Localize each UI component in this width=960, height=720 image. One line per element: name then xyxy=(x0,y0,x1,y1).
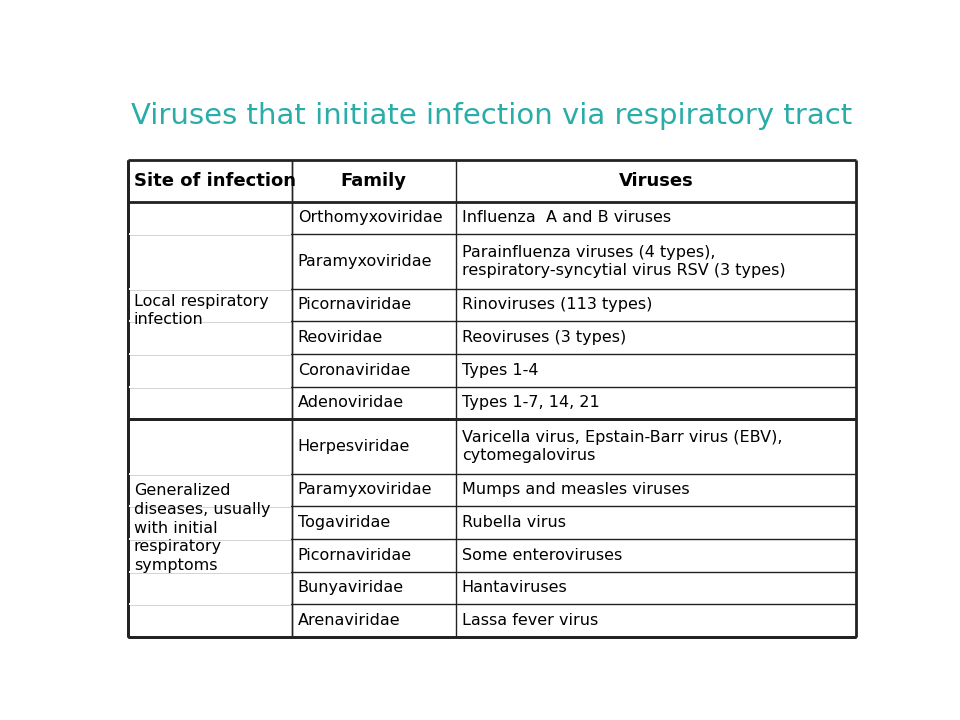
Text: Picornaviridae: Picornaviridae xyxy=(298,548,412,563)
Text: Reoviridae: Reoviridae xyxy=(298,330,383,345)
Text: Rubella virus: Rubella virus xyxy=(462,515,565,530)
Text: Viruses: Viruses xyxy=(618,171,693,189)
Text: Local respiratory
infection: Local respiratory infection xyxy=(134,294,269,327)
Text: Generalized
diseases, usually
with initial
respiratory
symptoms: Generalized diseases, usually with initi… xyxy=(134,483,271,573)
Text: Site of infection: Site of infection xyxy=(134,171,296,189)
Text: Adenoviridae: Adenoviridae xyxy=(298,395,404,410)
Text: Picornaviridae: Picornaviridae xyxy=(298,297,412,312)
Text: Viruses that initiate infection via respiratory tract: Viruses that initiate infection via resp… xyxy=(132,102,852,130)
Text: Paramyxoviridae: Paramyxoviridae xyxy=(298,482,432,498)
Text: Orthomyxoviridae: Orthomyxoviridae xyxy=(298,210,443,225)
Text: Varicella virus, Epstain-Barr virus (EBV),
cytomegalovirus: Varicella virus, Epstain-Barr virus (EBV… xyxy=(462,430,782,463)
Text: Arenaviridae: Arenaviridae xyxy=(298,613,400,628)
Text: Mumps and measles viruses: Mumps and measles viruses xyxy=(462,482,689,498)
Text: Types 1-7, 14, 21: Types 1-7, 14, 21 xyxy=(462,395,600,410)
Text: Paramyxoviridae: Paramyxoviridae xyxy=(298,254,432,269)
Text: Family: Family xyxy=(341,171,407,189)
Text: Some enteroviruses: Some enteroviruses xyxy=(462,548,622,563)
Text: Hantaviruses: Hantaviruses xyxy=(462,580,567,595)
Text: Coronaviridae: Coronaviridae xyxy=(298,363,410,378)
Text: Parainfluenza viruses (4 types),
respiratory-syncytial virus RSV (3 types): Parainfluenza viruses (4 types), respira… xyxy=(462,245,785,278)
Text: Influenza  A and B viruses: Influenza A and B viruses xyxy=(462,210,671,225)
Text: Lassa fever virus: Lassa fever virus xyxy=(462,613,598,628)
Text: Togaviridae: Togaviridae xyxy=(298,515,390,530)
Text: Rinoviruses (113 types): Rinoviruses (113 types) xyxy=(462,297,652,312)
Text: Reoviruses (3 types): Reoviruses (3 types) xyxy=(462,330,626,345)
Text: Types 1-4: Types 1-4 xyxy=(462,363,539,378)
Text: Herpesviridae: Herpesviridae xyxy=(298,439,410,454)
Text: Bunyaviridae: Bunyaviridae xyxy=(298,580,404,595)
